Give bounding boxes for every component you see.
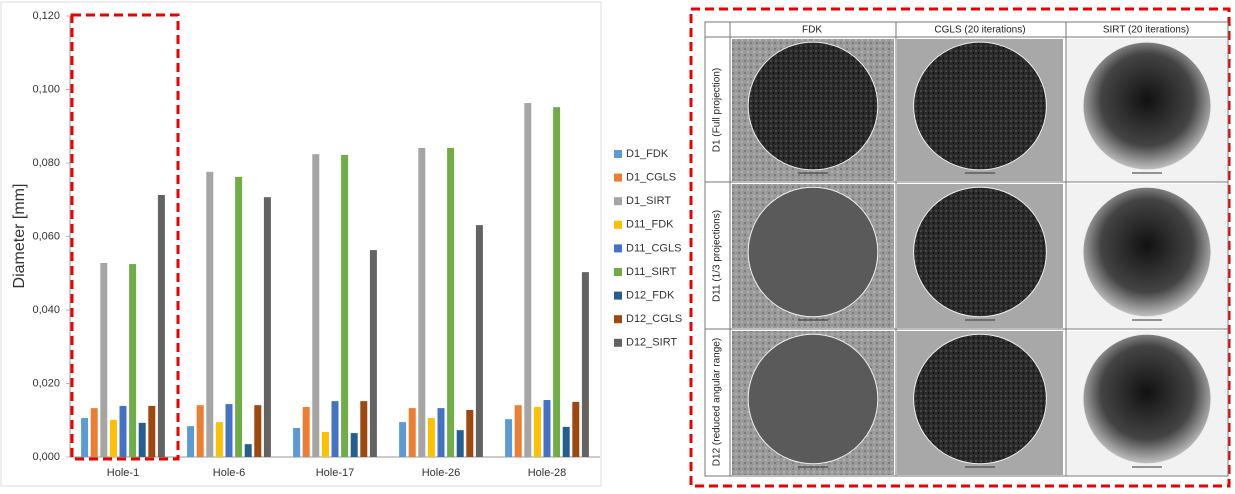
legend-label: D12_CGLS (626, 313, 682, 325)
bar (524, 103, 531, 457)
bar (187, 426, 194, 457)
legend-label: D12_SIRT (626, 337, 677, 349)
hole-image (1083, 42, 1211, 170)
bar (428, 418, 435, 457)
bar (148, 406, 155, 457)
hole-image (1083, 334, 1211, 464)
legend-swatch (614, 268, 622, 276)
bar (505, 419, 512, 457)
bar (322, 432, 329, 457)
bar (226, 404, 233, 457)
y-tick-label: 0,000 (32, 451, 60, 463)
legend-label: D1_FDK (626, 148, 669, 160)
legend-swatch (614, 244, 622, 252)
y-tick-label: 0,040 (32, 304, 60, 316)
bar (129, 264, 136, 457)
hole-image (748, 334, 878, 464)
y-tick-label: 0,120 (32, 10, 60, 22)
bar (293, 428, 300, 457)
x-tick-label: Hole-26 (422, 467, 461, 479)
hole-image (914, 42, 1047, 170)
row-header: D12 (reduced angular range) (712, 338, 723, 466)
bar (572, 402, 579, 457)
y-tick-label: 0,060 (32, 230, 60, 242)
bar (100, 263, 107, 457)
bar (312, 154, 319, 457)
legend-label: D1_SIRT (626, 195, 671, 207)
bar (158, 195, 165, 457)
image-cells (732, 22, 1227, 476)
legend-label: D11_SIRT (626, 266, 677, 278)
bar (399, 422, 406, 457)
bar (120, 406, 127, 457)
legend-label: D11_FDK (626, 219, 674, 231)
bar (582, 272, 589, 457)
y-tick-label: 0,080 (32, 157, 60, 169)
legend-label: D11_CGLS (626, 242, 681, 254)
legend-label: D1_CGLS (626, 172, 676, 184)
bar (563, 427, 570, 457)
bar (544, 400, 551, 457)
legend-swatch (614, 339, 622, 347)
bar (534, 407, 541, 457)
bar (216, 422, 223, 457)
legend-swatch (614, 221, 622, 229)
bar (553, 107, 560, 457)
bar (370, 250, 377, 457)
bar (360, 401, 367, 457)
hole-image (748, 42, 878, 170)
bar (438, 408, 445, 457)
legend-swatch (614, 292, 622, 300)
bar (351, 433, 358, 457)
bar (418, 148, 425, 457)
bar (457, 430, 464, 457)
figure: 0,000 0,020 0,040 0,060 0,080 0,100 0,120 Hole-… (0, 0, 1235, 489)
hole-image (914, 187, 1047, 317)
hole-image (1083, 187, 1211, 317)
bar (110, 420, 117, 457)
legend-label: D12_FDK (626, 290, 675, 302)
legend-swatch (614, 150, 622, 158)
bar (139, 423, 146, 457)
column-header: FDK (802, 25, 822, 36)
bar-chart: 0,000 0,020 0,040 0,060 0,080 0,100 0,120 Hole-… (32, 10, 682, 479)
x-tick-label: Hole-1 (107, 467, 139, 479)
bar (245, 444, 252, 457)
image-panel: FDK CGLS (20 iterations) SIRT (20 iterat… (691, 9, 1229, 486)
column-header: CGLS (20 iterations) (934, 25, 1025, 36)
bar (235, 177, 242, 457)
y-tick-label: 0,020 (32, 377, 60, 389)
column-header: SIRT (20 iterations) (1103, 25, 1189, 36)
bar (264, 197, 271, 457)
bar (91, 408, 98, 457)
bar (206, 172, 213, 457)
bar (515, 405, 522, 457)
bar (197, 405, 204, 457)
x-tick-label: Hole-6 (213, 467, 245, 479)
y-axis-label: Diameter [mm] (11, 184, 28, 289)
legend-swatch (614, 174, 622, 182)
x-tick-label: Hole-17 (316, 467, 355, 479)
bar (332, 401, 339, 457)
bar (254, 405, 261, 457)
page: 0,000 0,020 0,040 0,060 0,080 0,100 0,120 Hole-… (0, 0, 1235, 494)
row-header: D1 (Full projection) (712, 68, 723, 152)
bar (409, 408, 416, 457)
hole-image (748, 187, 878, 317)
bar (466, 410, 473, 457)
bar (81, 418, 88, 457)
bar (341, 155, 348, 457)
row-header: D11 (1/3 projections) (712, 210, 723, 302)
bar (447, 148, 454, 457)
y-tick-label: 0,100 (32, 83, 60, 95)
x-tick-label: Hole-28 (528, 467, 567, 479)
bar (303, 407, 310, 457)
legend-swatch (614, 197, 622, 205)
bar (476, 225, 483, 457)
legend-swatch (614, 315, 622, 323)
hole-image (914, 334, 1047, 464)
